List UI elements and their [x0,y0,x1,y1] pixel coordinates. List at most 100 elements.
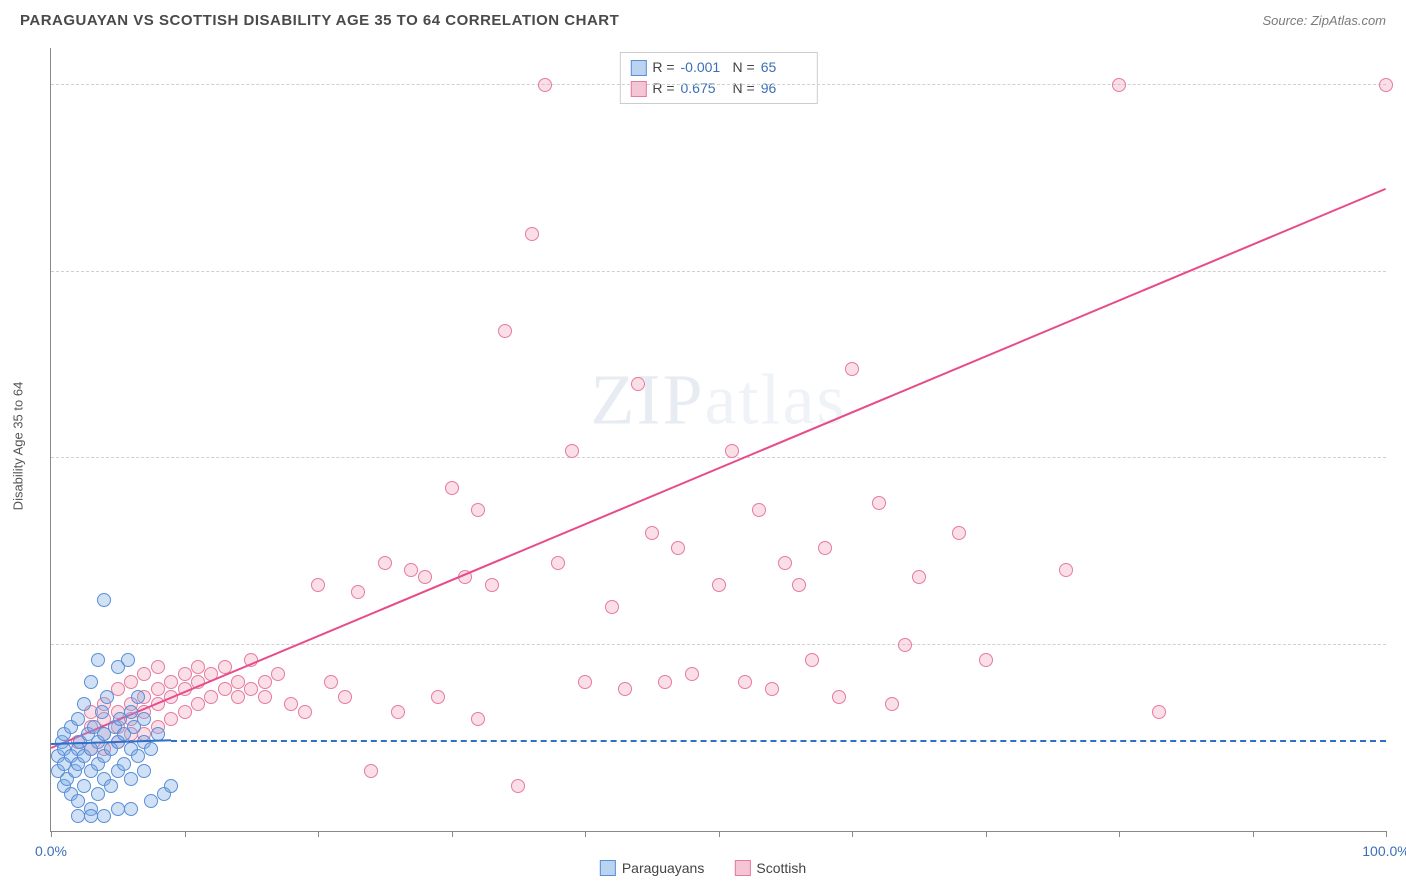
data-point-scottish [778,556,792,570]
data-point-scottish [218,682,232,696]
data-point-paraguayans [144,742,158,756]
data-point-paraguayans [131,690,145,704]
data-point-paraguayans [91,787,105,801]
data-point-scottish [538,78,552,92]
data-point-scottish [311,578,325,592]
data-point-scottish [338,690,352,704]
correlation-stats-box: R = -0.001 N = 65 R = 0.675 N = 96 [619,52,817,104]
data-point-scottish [765,682,779,696]
data-point-scottish [298,705,312,719]
data-point-scottish [351,585,365,599]
swatch-paraguayans [630,60,646,76]
data-point-scottish [578,675,592,689]
x-tick [185,831,186,837]
data-point-scottish [832,690,846,704]
data-point-scottish [231,675,245,689]
data-point-paraguayans [104,779,118,793]
x-tick [1253,831,1254,837]
data-point-paraguayans [84,809,98,823]
data-point-scottish [618,682,632,696]
data-point-scottish [204,690,218,704]
data-point-scottish [551,556,565,570]
swatch-paraguayans [600,860,616,876]
legend-label: Scottish [756,860,806,876]
data-point-scottish [1379,78,1393,92]
x-tick [1386,831,1387,837]
x-tick [1119,831,1120,837]
data-point-scottish [164,712,178,726]
data-point-scottish [124,675,138,689]
data-point-scottish [391,705,405,719]
data-point-paraguayans [77,697,91,711]
data-point-scottish [898,638,912,652]
data-point-scottish [404,563,418,577]
legend-label: Paraguayans [622,860,705,876]
data-point-scottish [818,541,832,555]
data-point-paraguayans [124,772,138,786]
data-point-scottish [324,675,338,689]
data-point-scottish [752,503,766,517]
data-point-scottish [471,712,485,726]
data-point-scottish [378,556,392,570]
data-point-scottish [885,697,899,711]
y-tick-label: 100.0% [1396,77,1406,93]
data-point-paraguayans [144,794,158,808]
legend-item-scottish: Scottish [734,860,806,876]
data-point-scottish [471,503,485,517]
data-point-scottish [284,697,298,711]
gridline-h [51,644,1386,645]
trend-line [171,740,1386,742]
data-point-scottish [485,578,499,592]
data-point-scottish [712,578,726,592]
data-point-paraguayans [71,712,85,726]
data-point-scottish [164,675,178,689]
data-point-scottish [565,444,579,458]
source-attribution: Source: ZipAtlas.com [1262,13,1386,28]
x-tick-label: 0.0% [35,843,67,859]
data-point-scottish [431,690,445,704]
x-tick [852,831,853,837]
stats-row-paraguayans: R = -0.001 N = 65 [630,57,806,78]
data-point-scottish [137,667,151,681]
data-point-paraguayans [124,802,138,816]
data-point-scottish [912,570,926,584]
data-point-scottish [231,690,245,704]
data-point-scottish [525,227,539,241]
data-point-scottish [244,682,258,696]
data-point-scottish [191,660,205,674]
data-point-paraguayans [117,757,131,771]
chart-title: PARAGUAYAN VS SCOTTISH DISABILITY AGE 35… [20,12,619,29]
data-point-scottish [1059,563,1073,577]
data-point-scottish [631,377,645,391]
x-tick [585,831,586,837]
data-point-paraguayans [97,809,111,823]
data-point-scottish [645,526,659,540]
data-point-scottish [979,653,993,667]
data-point-paraguayans [121,653,135,667]
data-point-scottish [418,570,432,584]
x-tick [719,831,720,837]
data-point-paraguayans [71,794,85,808]
x-tick-label: 100.0% [1362,843,1406,859]
data-point-scottish [792,578,806,592]
data-point-scottish [952,526,966,540]
data-point-scottish [1112,78,1126,92]
data-point-paraguayans [100,690,114,704]
gridline-h [51,84,1386,85]
data-point-scottish [178,667,192,681]
data-point-scottish [178,705,192,719]
data-point-scottish [445,481,459,495]
gridline-h [51,457,1386,458]
data-point-scottish [605,600,619,614]
data-point-paraguayans [137,764,151,778]
stats-row-scottish: R = 0.675 N = 96 [630,78,806,99]
data-point-scottish [725,444,739,458]
swatch-scottish [734,860,750,876]
data-point-paraguayans [97,593,111,607]
data-point-paraguayans [137,712,151,726]
data-point-scottish [151,660,165,674]
data-point-scottish [671,541,685,555]
data-point-paraguayans [95,705,109,719]
data-point-scottish [845,362,859,376]
data-point-paraguayans [111,802,125,816]
